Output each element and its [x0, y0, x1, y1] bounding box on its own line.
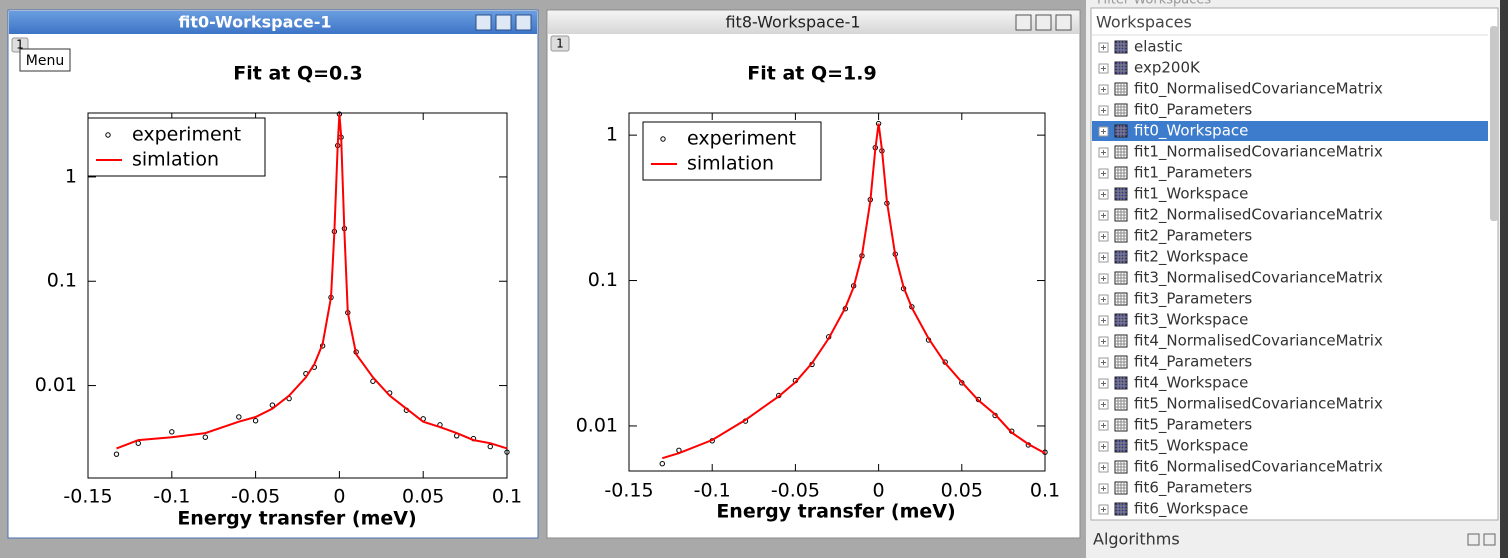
- x-tick-label: -0.1: [694, 480, 731, 502]
- fit-line: [662, 123, 1046, 460]
- x-tick-label: 0.05: [941, 480, 983, 502]
- legend-label: experiment: [132, 124, 241, 146]
- workspace-item[interactable]: fit4_Workspace: [1134, 374, 1248, 393]
- data-point: [504, 449, 510, 455]
- data-point: [202, 434, 209, 440]
- legend-marker: [660, 136, 666, 142]
- workspace-item[interactable]: fit1_Workspace: [1134, 185, 1248, 204]
- workspace-item[interactable]: fit3_NormalisedCovarianceMatrix: [1134, 269, 1383, 288]
- workspace-item[interactable]: fit5_Parameters: [1134, 416, 1252, 435]
- badge[interactable]: [550, 35, 570, 52]
- title-bar[interactable]: [9, 11, 537, 34]
- x-axis-label: Energy transfer (meV): [716, 501, 955, 523]
- title-bar[interactable]: [548, 11, 1079, 34]
- y-tick-label: 0.1: [47, 270, 77, 292]
- close-button[interactable]: [1483, 533, 1496, 546]
- window-frame: [7, 9, 539, 539]
- plot-area: [87, 112, 508, 479]
- close-button[interactable]: [1055, 14, 1072, 31]
- workspace-item[interactable]: fit2_Workspace: [1134, 248, 1248, 267]
- y-tick-label: 0.01: [576, 414, 618, 436]
- workspace-item[interactable]: fit6_NormalisedCovarianceMatrix: [1134, 458, 1383, 477]
- workspace-item[interactable]: fit0_Parameters: [1134, 101, 1252, 120]
- workspace-item[interactable]: fit5_Workspace: [1134, 437, 1248, 456]
- data-point: [269, 402, 276, 408]
- x-tick-label: 0.05: [402, 486, 444, 508]
- data-point: [113, 451, 120, 457]
- legend-label: simlation: [132, 149, 219, 171]
- workspace-item[interactable]: fit2_Parameters: [1134, 227, 1252, 246]
- tree-header: Workspaces: [1096, 13, 1192, 32]
- workspace-item[interactable]: fit6_Workspace: [1134, 500, 1248, 519]
- legend-box: [87, 117, 266, 177]
- legend-label: simlation: [687, 153, 774, 175]
- workspace-item[interactable]: fit6_Parameters: [1134, 479, 1252, 498]
- x-tick-label: -0.1: [153, 486, 190, 508]
- chart-title: Fit at Q=0.3: [233, 63, 362, 85]
- x-tick-label: -0.05: [771, 480, 820, 502]
- legend-marker: [105, 132, 111, 138]
- minimize-button[interactable]: [475, 14, 492, 31]
- tooltip-text: Menu: [26, 53, 64, 69]
- badge-label: 1: [16, 38, 24, 52]
- selected-row: [1092, 121, 1488, 141]
- workspace-item[interactable]: elastic: [1134, 38, 1183, 56]
- workspace-item[interactable]: fit1_NormalisedCovarianceMatrix: [1134, 143, 1383, 162]
- workspace-tree: [1090, 7, 1499, 521]
- maximize-button[interactable]: [1035, 14, 1052, 31]
- data-point: [370, 378, 376, 384]
- plot-area: [628, 112, 1046, 472]
- y-tick-label: 0.01: [35, 374, 77, 396]
- data-point: [169, 429, 175, 435]
- y-tick-label: 0.1: [588, 269, 618, 291]
- dock-title: Algorithms: [1093, 530, 1180, 549]
- workspace-item[interactable]: fit3_Workspace: [1134, 311, 1248, 330]
- window-title: fit0-Workspace-1: [178, 13, 331, 32]
- window-title: fit8-Workspace-1: [725, 13, 860, 32]
- workspace-item[interactable]: fit4_NormalisedCovarianceMatrix: [1134, 332, 1383, 351]
- minimize-button[interactable]: [1015, 14, 1032, 31]
- window-frame: [546, 9, 1081, 539]
- data-point: [252, 418, 259, 424]
- workspace-item[interactable]: fit1_Parameters: [1134, 164, 1252, 183]
- chart-title: Fit at Q=1.9: [747, 63, 876, 85]
- y-tick-label: 1: [65, 165, 77, 187]
- legend-box: [642, 121, 822, 181]
- charts: Fit at Q=0.3 Energy transfer (meV) -0.15 -0…: [35, 63, 1060, 530]
- x-tick-label: 0.1: [1030, 480, 1060, 502]
- workspace-item[interactable]: fit2_NormalisedCovarianceMatrix: [1134, 206, 1383, 225]
- x-tick-label: 0: [873, 480, 885, 502]
- data-point: [975, 396, 982, 403]
- y-tick-label: 1: [606, 124, 618, 146]
- x-tick-label: -0.15: [604, 480, 653, 502]
- badge-label: 1: [556, 37, 564, 51]
- workspace-item[interactable]: fit5_NormalisedCovarianceMatrix: [1134, 395, 1383, 414]
- workspace-item[interactable]: exp200K: [1134, 59, 1201, 77]
- workspace-item[interactable]: fit0_Workspace: [1134, 122, 1248, 141]
- data-point: [959, 380, 965, 386]
- tree-items: elastic exp200K fit0_NormalisedCovarianceM…: [1092, 38, 1488, 519]
- close-button[interactable]: [515, 14, 532, 31]
- filter-input[interactable]: Filter Workspaces: [1097, 0, 1211, 8]
- scrollbar[interactable]: [1490, 26, 1498, 221]
- workspace-item[interactable]: fit3_Parameters: [1134, 290, 1252, 309]
- x-axis-label: Energy transfer (meV): [177, 508, 416, 530]
- fit-line: [116, 114, 508, 450]
- tooltip: [19, 48, 71, 72]
- x-tick-label: 0.1: [492, 486, 522, 508]
- workspace-item[interactable]: fit4_Parameters: [1134, 353, 1252, 372]
- x-tick-label: -0.15: [63, 486, 112, 508]
- data-point: [659, 461, 665, 467]
- legend-label: experiment: [687, 128, 796, 150]
- float-button[interactable]: [1467, 533, 1480, 546]
- x-tick-label: -0.05: [231, 486, 280, 508]
- desktop-edge: [1500, 0, 1508, 558]
- data-point: [487, 443, 493, 450]
- data-point: [236, 414, 242, 420]
- workspace-item[interactable]: fit0_NormalisedCovarianceMatrix: [1134, 80, 1383, 99]
- maximize-button[interactable]: [495, 14, 512, 31]
- x-tick-label: 0: [333, 486, 345, 508]
